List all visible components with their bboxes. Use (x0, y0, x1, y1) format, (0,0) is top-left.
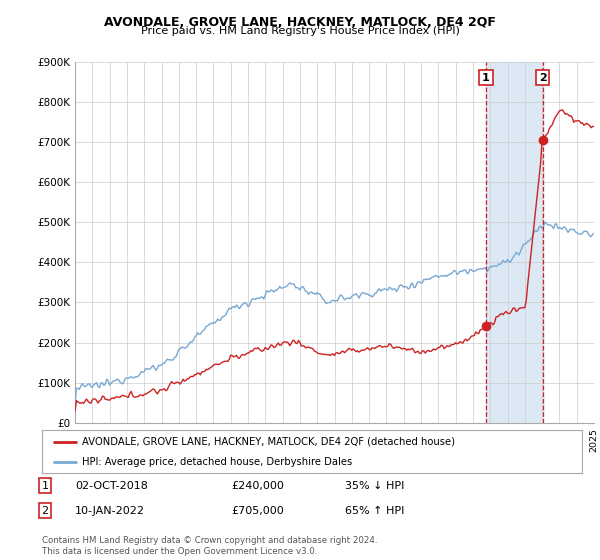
Text: £705,000: £705,000 (231, 506, 284, 516)
Text: 1: 1 (482, 73, 490, 83)
Text: 35% ↓ HPI: 35% ↓ HPI (345, 480, 404, 491)
Text: Contains HM Land Registry data © Crown copyright and database right 2024.
This d: Contains HM Land Registry data © Crown c… (42, 536, 377, 556)
Text: 65% ↑ HPI: 65% ↑ HPI (345, 506, 404, 516)
Text: 02-OCT-2018: 02-OCT-2018 (75, 480, 148, 491)
Text: Price paid vs. HM Land Registry's House Price Index (HPI): Price paid vs. HM Land Registry's House … (140, 26, 460, 36)
Text: AVONDALE, GROVE LANE, HACKNEY, MATLOCK, DE4 2QF (detached house): AVONDALE, GROVE LANE, HACKNEY, MATLOCK, … (83, 437, 455, 447)
Text: 2: 2 (41, 506, 49, 516)
Bar (486, 62, 543, 423)
Text: 2: 2 (539, 73, 547, 83)
Text: 10-JAN-2022: 10-JAN-2022 (75, 506, 145, 516)
Text: 1: 1 (41, 480, 49, 491)
Text: HPI: Average price, detached house, Derbyshire Dales: HPI: Average price, detached house, Derb… (83, 458, 353, 467)
Text: AVONDALE, GROVE LANE, HACKNEY, MATLOCK, DE4 2QF: AVONDALE, GROVE LANE, HACKNEY, MATLOCK, … (104, 16, 496, 29)
Text: £240,000: £240,000 (231, 480, 284, 491)
